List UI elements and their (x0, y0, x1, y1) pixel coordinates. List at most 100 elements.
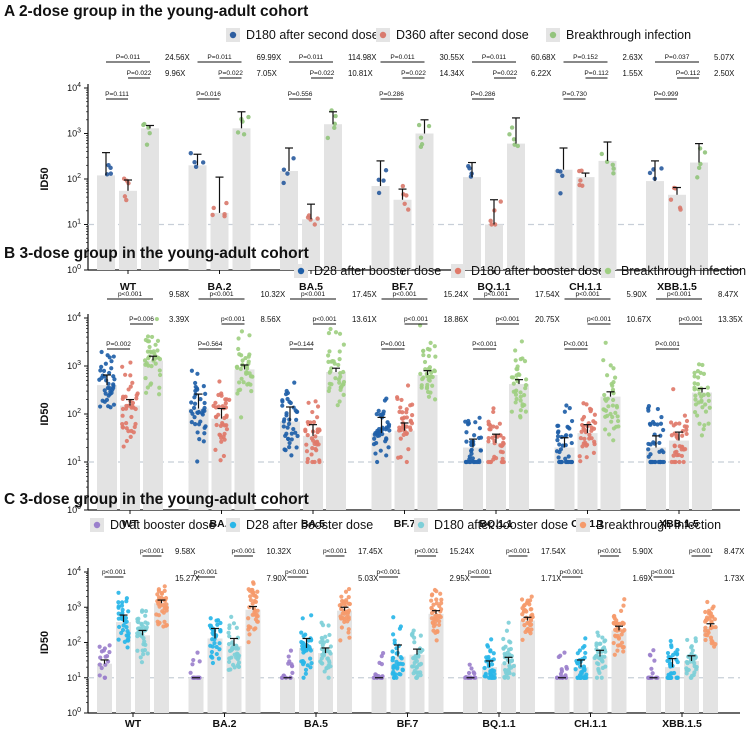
data-point (603, 414, 608, 419)
data-point (577, 454, 582, 459)
data-point (433, 354, 438, 359)
fold-change-label: 24.56X (165, 53, 191, 62)
data-point (478, 448, 484, 453)
data-point (511, 672, 516, 677)
data-point (145, 334, 151, 339)
data-point (404, 459, 409, 465)
data-point (660, 459, 665, 465)
bar (97, 663, 112, 713)
data-point (326, 658, 332, 664)
data-point (145, 651, 150, 656)
data-point (651, 648, 656, 653)
data-point (299, 630, 304, 635)
data-point (325, 648, 330, 654)
data-point (346, 595, 351, 600)
data-point (472, 671, 477, 676)
data-point (692, 374, 697, 379)
data-point (477, 426, 482, 431)
data-point (514, 366, 519, 372)
data-point (139, 609, 145, 614)
data-point (578, 459, 583, 464)
data-point (383, 168, 389, 173)
data-point (578, 435, 583, 441)
bar (97, 385, 117, 510)
data-point (126, 635, 131, 640)
data-point (606, 404, 611, 409)
data-point (568, 459, 573, 465)
data-point (247, 371, 252, 376)
legend-label: D0 at booster dose (110, 518, 216, 532)
y-tick-label: 101 (67, 456, 81, 467)
data-point (657, 449, 662, 454)
data-point (603, 427, 608, 432)
data-point (235, 635, 241, 640)
data-point (251, 580, 256, 585)
data-point (587, 432, 592, 437)
data-point (202, 431, 207, 436)
data-point (493, 456, 499, 461)
data-point (159, 590, 164, 596)
y-tick-label: 100 (67, 504, 81, 515)
data-point (328, 651, 333, 656)
data-point (591, 450, 597, 456)
p-value-label: p<0.001 (118, 291, 142, 298)
data-point (210, 212, 215, 218)
data-point (397, 409, 402, 414)
data-point (102, 399, 107, 404)
data-point (646, 447, 651, 452)
data-point (555, 437, 560, 443)
p-value-label: p<0.001 (301, 291, 325, 298)
data-point (684, 431, 689, 437)
data-point (432, 344, 437, 349)
data-point (488, 427, 493, 432)
data-point (432, 368, 437, 373)
data-point (559, 434, 564, 440)
fold-change-label: 13.61X (352, 315, 378, 324)
data-point (157, 372, 163, 378)
data-point (432, 397, 438, 402)
data-point (299, 640, 304, 645)
fold-change-label: 9.58X (169, 290, 190, 299)
data-point (593, 420, 598, 425)
data-point (529, 594, 534, 599)
legend-label: Breakthrough infection (596, 518, 721, 532)
data-point (421, 348, 426, 353)
data-point (245, 366, 250, 371)
data-point (251, 593, 256, 598)
x-tick-label: XBB.1.5 (659, 518, 699, 530)
data-point (674, 675, 679, 680)
data-point (319, 635, 324, 641)
p-value-label: P=0.022 (310, 70, 335, 77)
legend-marker (417, 521, 425, 529)
data-point (603, 340, 608, 345)
data-point (193, 380, 198, 386)
data-point (386, 424, 392, 429)
data-point (608, 363, 613, 368)
data-point (164, 623, 169, 628)
data-point (612, 621, 617, 626)
data-point (427, 347, 432, 352)
data-point (124, 438, 129, 444)
data-point (156, 392, 162, 397)
data-point (103, 662, 108, 667)
fold-change-label: 18.86X (444, 315, 470, 324)
data-point (412, 640, 417, 645)
data-point (234, 651, 240, 656)
data-point (164, 608, 169, 613)
data-point (190, 662, 195, 667)
data-point (372, 436, 377, 441)
data-point (147, 130, 152, 136)
data-point (107, 650, 112, 655)
bar (188, 165, 207, 270)
data-point (280, 403, 285, 408)
data-point (582, 436, 587, 441)
data-point (672, 443, 677, 448)
data-point (291, 426, 296, 432)
data-point (139, 660, 145, 665)
data-point (515, 143, 521, 149)
data-point (119, 603, 125, 608)
p-value-label: P=0.002 (106, 341, 131, 348)
data-point (583, 440, 588, 445)
data-point (310, 409, 315, 415)
data-point (246, 354, 251, 359)
